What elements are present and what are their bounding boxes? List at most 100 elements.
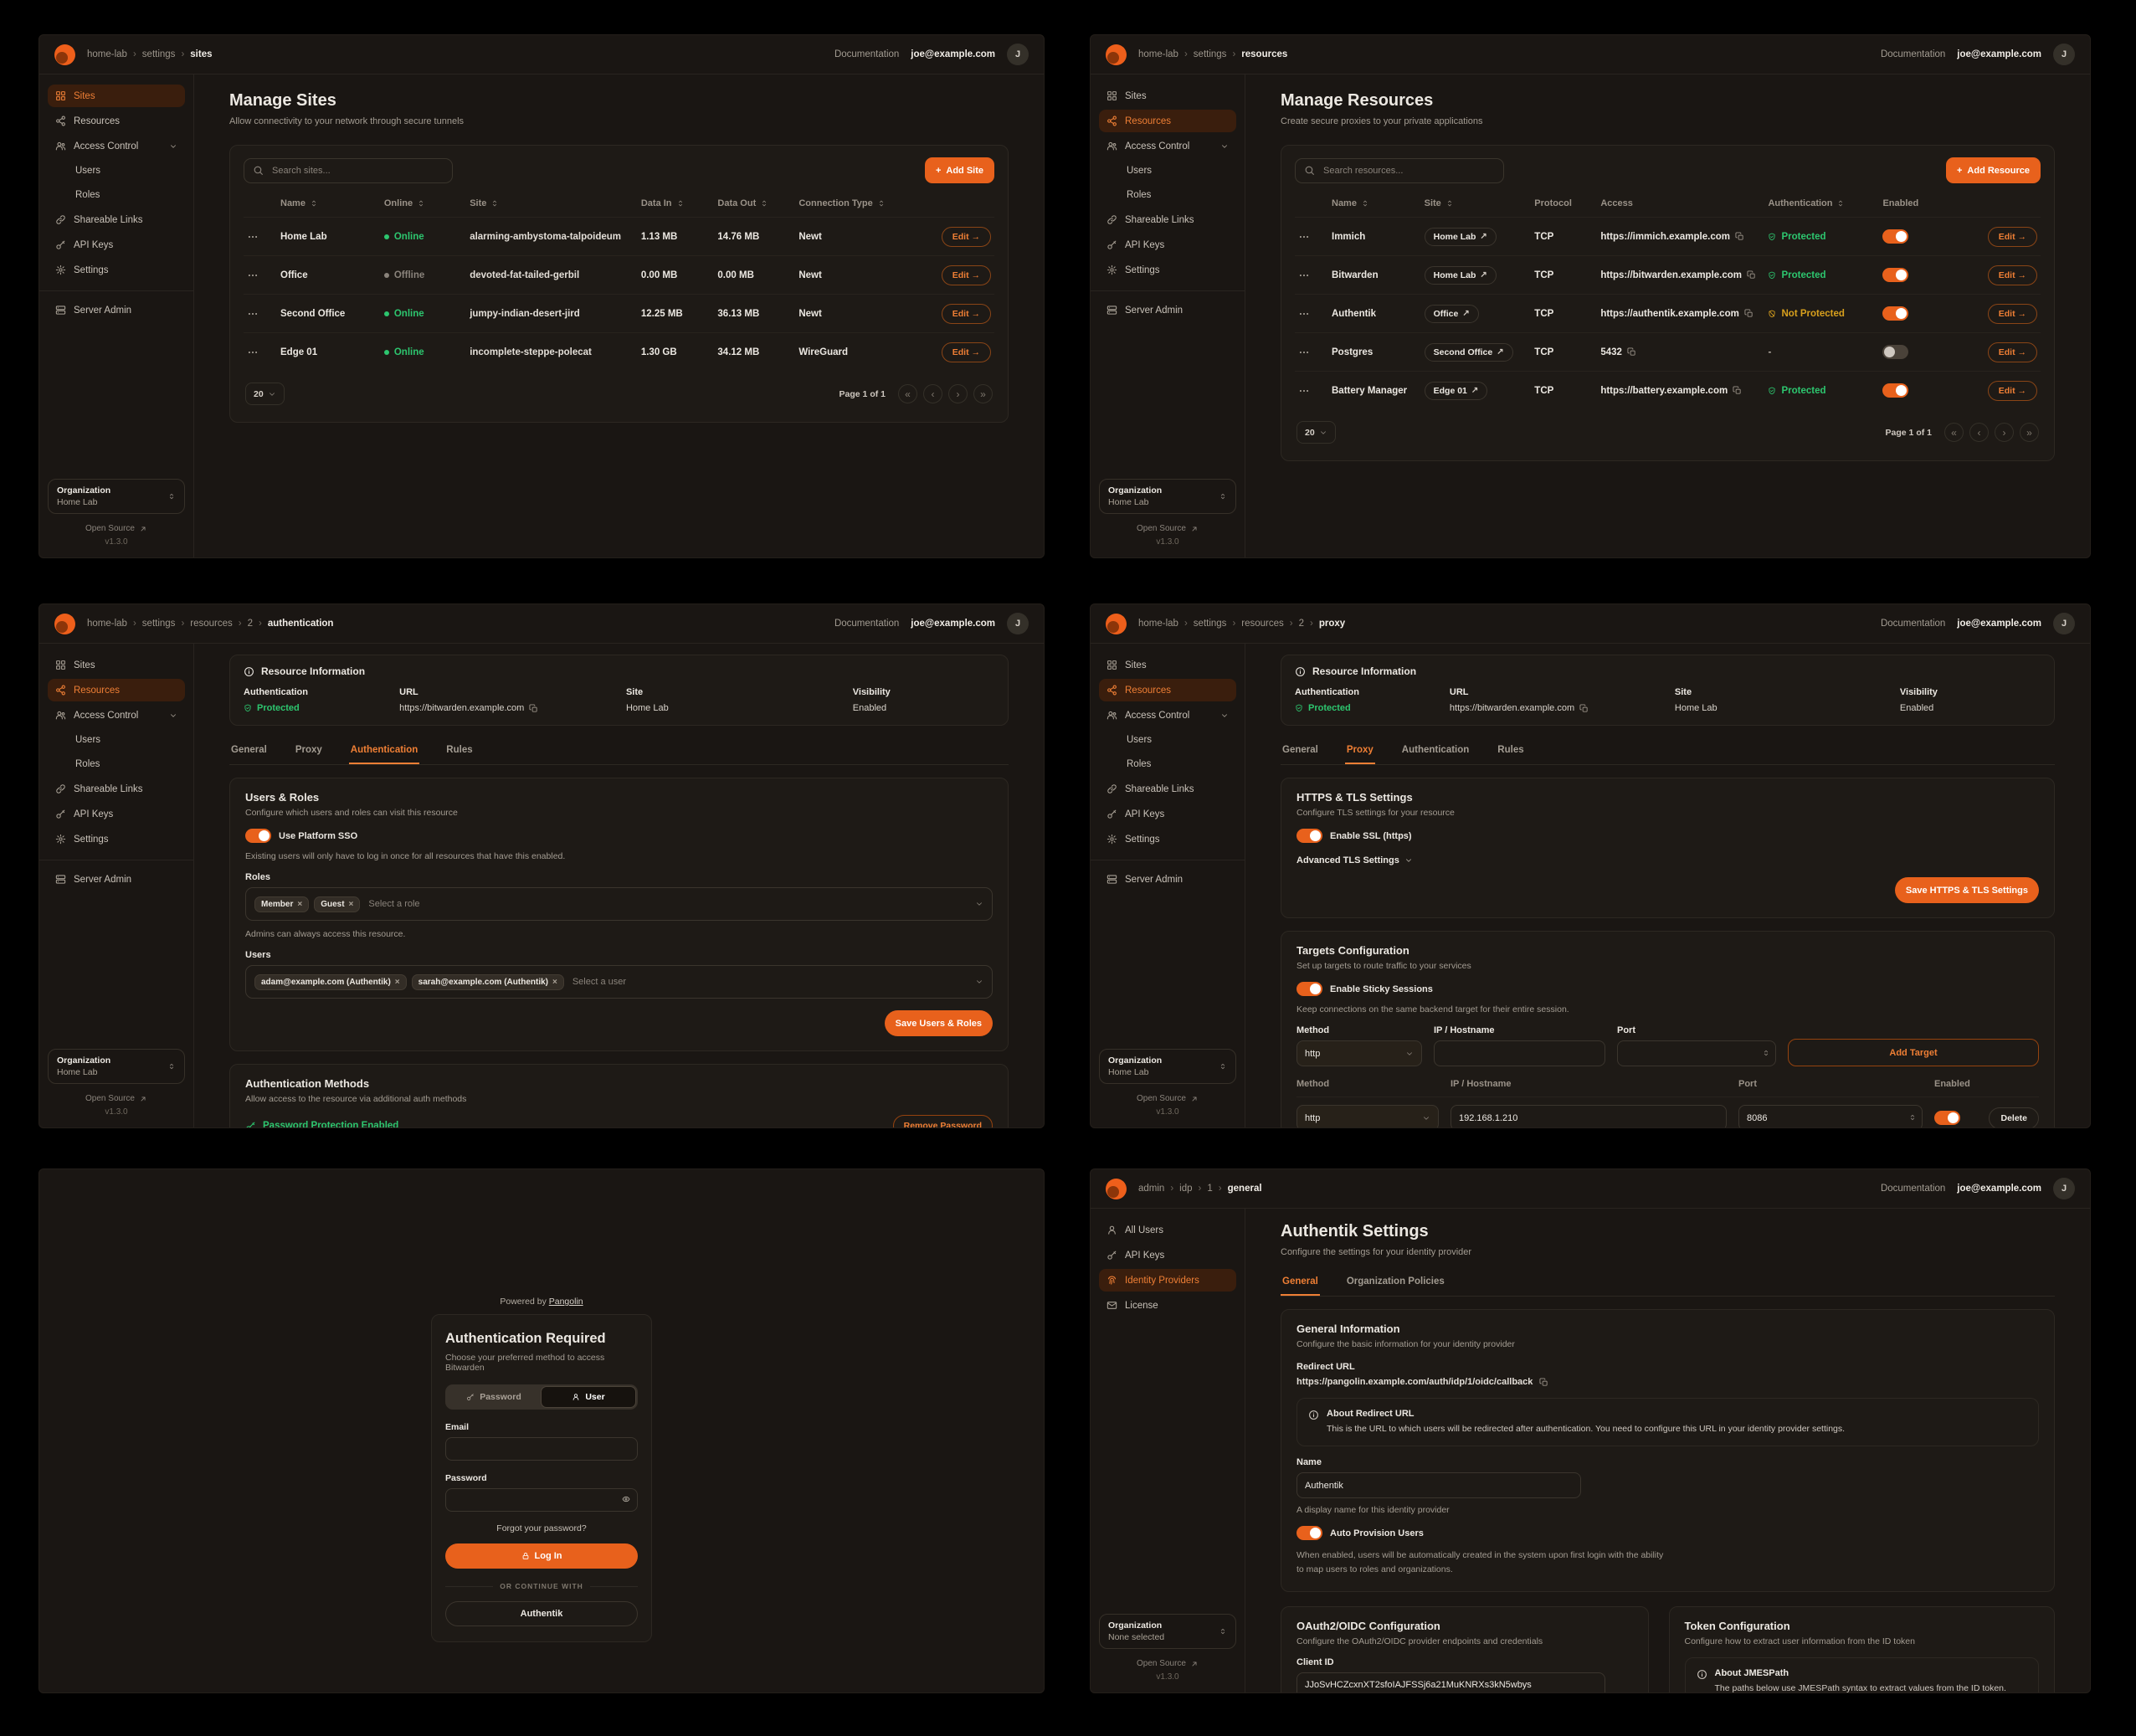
row-menu-icon[interactable] bbox=[247, 347, 259, 358]
advanced-tls-settings[interactable]: Advanced TLS Settings bbox=[1296, 855, 2039, 865]
sort-icon[interactable] bbox=[877, 199, 886, 208]
sidebar-item[interactable]: API Keys bbox=[48, 803, 185, 825]
copy-icon[interactable] bbox=[1735, 232, 1744, 241]
copy-icon[interactable] bbox=[1744, 309, 1753, 318]
breadcrumb-item[interactable]: 1 bbox=[1207, 1184, 1227, 1194]
breadcrumb-item[interactable]: settings bbox=[142, 619, 190, 629]
breadcrumb-item[interactable]: resources bbox=[190, 619, 247, 629]
platform-sso-toggle[interactable] bbox=[245, 829, 271, 843]
tab[interactable]: Rules bbox=[1497, 745, 1524, 755]
sidebar-item[interactable]: Sites bbox=[1099, 654, 1236, 676]
last-page-button[interactable]: » bbox=[973, 384, 993, 403]
sort-icon[interactable] bbox=[1836, 199, 1845, 208]
row-menu-icon[interactable] bbox=[247, 231, 259, 243]
sticky-sessions-toggle[interactable] bbox=[1296, 982, 1322, 996]
breadcrumb-item[interactable]: settings bbox=[1194, 619, 1241, 629]
sidebar-item[interactable]: Users bbox=[48, 160, 185, 182]
sidebar-item[interactable]: All Users bbox=[1099, 1219, 1236, 1241]
remove-chip-icon[interactable]: × bbox=[552, 977, 557, 987]
sidebar-item[interactable]: Shareable Links bbox=[48, 208, 185, 231]
forgot-password-link[interactable]: Forgot your password? bbox=[496, 1523, 587, 1533]
column-header[interactable]: Authentication bbox=[1768, 198, 1882, 208]
idp-name-input[interactable] bbox=[1296, 1472, 1581, 1499]
edit-button[interactable]: Edit → bbox=[941, 226, 991, 247]
remove-password-button[interactable]: Remove Password bbox=[892, 1115, 993, 1127]
open-source-link[interactable]: Open Source bbox=[48, 524, 185, 533]
sidebar-item[interactable]: Settings bbox=[1099, 828, 1236, 850]
org-switcher[interactable]: Organization Home Lab bbox=[1099, 1049, 1236, 1084]
sidebar-item[interactable]: Settings bbox=[48, 828, 185, 850]
sort-icon[interactable] bbox=[1445, 199, 1454, 208]
email-input[interactable] bbox=[445, 1437, 638, 1461]
last-page-button[interactable]: » bbox=[2020, 423, 2039, 442]
sidebar-item[interactable]: Users bbox=[1099, 729, 1236, 751]
user-email[interactable]: joe@example.com bbox=[1957, 49, 2041, 59]
save-users-roles-button[interactable]: Save Users & Roles bbox=[884, 1010, 993, 1036]
users-select[interactable]: adam@example.com (Authentik) × sarah@examp… bbox=[245, 965, 993, 999]
copy-icon[interactable] bbox=[1539, 1378, 1548, 1387]
sort-icon[interactable] bbox=[676, 199, 685, 208]
user-avatar[interactable]: J bbox=[2053, 44, 2075, 65]
enabled-toggle[interactable] bbox=[1882, 345, 1909, 359]
first-page-button[interactable]: « bbox=[1944, 423, 1964, 442]
column-header[interactable]: Data In bbox=[641, 198, 718, 208]
tab[interactable]: Authentication bbox=[1401, 745, 1470, 755]
enabled-toggle[interactable] bbox=[1882, 268, 1909, 282]
documentation-link[interactable]: Documentation bbox=[1880, 49, 1946, 59]
sidebar-item[interactable]: Shareable Links bbox=[48, 778, 185, 800]
roles-select[interactable]: Member × Guest × Select a role bbox=[245, 887, 993, 921]
sidebar-item[interactable]: API Keys bbox=[1099, 234, 1236, 256]
open-source-link[interactable]: Open Source bbox=[1099, 1659, 1236, 1668]
row-menu-icon[interactable] bbox=[1298, 270, 1310, 281]
enabled-toggle[interactable] bbox=[1882, 306, 1909, 321]
sidebar-item[interactable]: Access Control bbox=[1099, 704, 1236, 727]
documentation-link[interactable]: Documentation bbox=[1880, 619, 1946, 629]
pangolin-logo-icon[interactable] bbox=[1106, 1178, 1127, 1199]
column-header[interactable]: Data Out bbox=[717, 198, 798, 208]
edit-button[interactable]: Edit → bbox=[941, 342, 991, 362]
method-select[interactable]: http bbox=[1296, 1105, 1439, 1127]
port-input[interactable] bbox=[1738, 1105, 1923, 1127]
user-email[interactable]: joe@example.com bbox=[1957, 1184, 2041, 1194]
breadcrumb-item[interactable]: resources bbox=[1241, 49, 1288, 59]
column-header[interactable]: Site bbox=[1425, 198, 1535, 208]
edit-button[interactable]: Edit → bbox=[1987, 380, 2037, 401]
breadcrumb-item[interactable]: resources bbox=[1241, 619, 1298, 629]
column-header[interactable]: Site bbox=[470, 198, 641, 208]
enabled-toggle[interactable] bbox=[1882, 229, 1909, 244]
open-source-link[interactable]: Open Source bbox=[1099, 524, 1236, 533]
method-select[interactable]: http bbox=[1296, 1040, 1422, 1066]
login-button[interactable]: Log In bbox=[445, 1543, 638, 1569]
breadcrumb-item[interactable]: general bbox=[1227, 1184, 1262, 1194]
copy-icon[interactable] bbox=[529, 704, 538, 713]
breadcrumb-item[interactable]: sites bbox=[190, 49, 213, 59]
stepper-icon[interactable] bbox=[1762, 1049, 1770, 1057]
delete-target-button[interactable]: Delete bbox=[1989, 1107, 2039, 1127]
row-menu-icon[interactable] bbox=[1298, 308, 1310, 320]
user-avatar[interactable]: J bbox=[2053, 613, 2075, 634]
sidebar-item[interactable]: API Keys bbox=[1099, 803, 1236, 825]
search-input[interactable] bbox=[1322, 164, 1495, 177]
sort-icon[interactable] bbox=[310, 199, 318, 208]
sidebar-item[interactable]: Resources bbox=[48, 679, 185, 701]
page-size-select[interactable]: 20 bbox=[245, 383, 285, 405]
site-link[interactable]: Home Lab ↗ bbox=[1424, 227, 1497, 246]
documentation-link[interactable]: Documentation bbox=[1880, 1184, 1946, 1194]
sidebar-item[interactable]: Shareable Links bbox=[1099, 208, 1236, 231]
breadcrumb-item[interactable]: admin bbox=[1138, 1184, 1179, 1194]
breadcrumb-item[interactable]: settings bbox=[1194, 49, 1241, 59]
site-link[interactable]: Edge 01 ↗ bbox=[1424, 381, 1488, 400]
edit-button[interactable]: Edit → bbox=[941, 265, 991, 285]
org-switcher[interactable]: Organization None selected bbox=[1099, 1614, 1236, 1649]
sidebar-item[interactable]: API Keys bbox=[1099, 1244, 1236, 1266]
user-avatar[interactable]: J bbox=[2053, 1178, 2075, 1199]
sort-icon[interactable] bbox=[417, 199, 425, 208]
column-header[interactable]: Name bbox=[1332, 198, 1425, 208]
client-id-input[interactable] bbox=[1296, 1672, 1606, 1692]
sidebar-item[interactable]: Sites bbox=[48, 85, 185, 107]
row-menu-icon[interactable] bbox=[1298, 385, 1310, 397]
column-header[interactable]: Protocol bbox=[1534, 198, 1572, 208]
user-email[interactable]: joe@example.com bbox=[911, 619, 995, 629]
row-menu-icon[interactable] bbox=[247, 308, 259, 320]
prev-page-button[interactable]: ‹ bbox=[923, 384, 942, 403]
